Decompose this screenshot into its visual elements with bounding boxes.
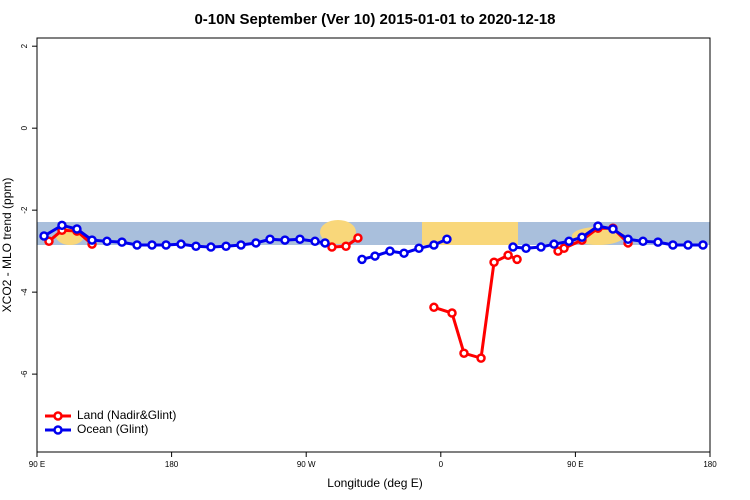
point [608, 224, 618, 234]
point [564, 236, 574, 247]
point [191, 241, 201, 251]
point [72, 224, 82, 234]
point [508, 242, 518, 252]
x-tick-label: 90 E [567, 460, 583, 469]
point [341, 241, 351, 251]
legend-label: Ocean (Glint) [77, 422, 148, 436]
point [489, 257, 499, 267]
point [559, 243, 569, 254]
point [512, 254, 522, 265]
point [549, 239, 559, 249]
x-tick-label: 180 [165, 460, 179, 469]
y-tick-label: -6 [20, 370, 29, 378]
chart-title: 0-10N September (Ver 10) 2015-01-01 to 2… [194, 11, 555, 28]
point [668, 240, 678, 250]
point [447, 308, 457, 318]
point [147, 240, 157, 250]
point [414, 243, 424, 254]
point [683, 240, 693, 250]
series-line [433, 253, 518, 361]
point [357, 254, 367, 265]
plot-frame [36, 37, 711, 453]
point [176, 239, 186, 249]
point [320, 238, 330, 248]
point [161, 240, 171, 250]
point [385, 246, 395, 256]
point [280, 235, 290, 245]
legend-marker [53, 411, 63, 421]
point [536, 242, 546, 252]
point [623, 234, 633, 245]
point [295, 234, 305, 245]
ocean-strip [37, 222, 710, 245]
point [429, 302, 439, 313]
point [353, 233, 363, 243]
point [370, 251, 380, 261]
point [653, 237, 663, 247]
point [102, 236, 112, 247]
point [593, 221, 603, 231]
point [442, 234, 452, 245]
y-tick-label: 2 [20, 43, 29, 48]
legend-label: Land (Nadir&Glint) [77, 408, 176, 422]
point [429, 240, 439, 250]
x-tick-label: 0 [439, 460, 444, 469]
x-tick-label: 180 [703, 460, 717, 469]
point [39, 231, 49, 241]
point [310, 236, 320, 247]
point [638, 236, 648, 247]
point [132, 240, 142, 250]
point [87, 235, 97, 245]
point [206, 242, 216, 252]
point [221, 241, 231, 251]
point [521, 243, 531, 254]
y-axis-label: XCO2 - MLO trend (ppm) [0, 178, 14, 313]
x-tick-label: 90 W [297, 460, 316, 469]
point [476, 353, 486, 363]
y-tick-label: -4 [20, 288, 29, 296]
point [236, 240, 246, 250]
point [503, 250, 513, 260]
series-line [47, 228, 94, 246]
point [57, 220, 67, 231]
point [265, 234, 275, 245]
point [577, 232, 587, 242]
point [459, 348, 469, 358]
land [320, 220, 356, 244]
legend-marker [53, 425, 63, 435]
y-tick-label: 0 [20, 125, 29, 130]
point [399, 248, 409, 258]
point [117, 237, 127, 247]
x-axis-label: Longitude (deg E) [327, 476, 422, 490]
y-tick-label: -2 [20, 206, 29, 214]
point [44, 236, 54, 247]
point [251, 238, 261, 248]
x-tick-label: 90 E [29, 460, 45, 469]
point [698, 240, 708, 250]
point [327, 242, 337, 252]
